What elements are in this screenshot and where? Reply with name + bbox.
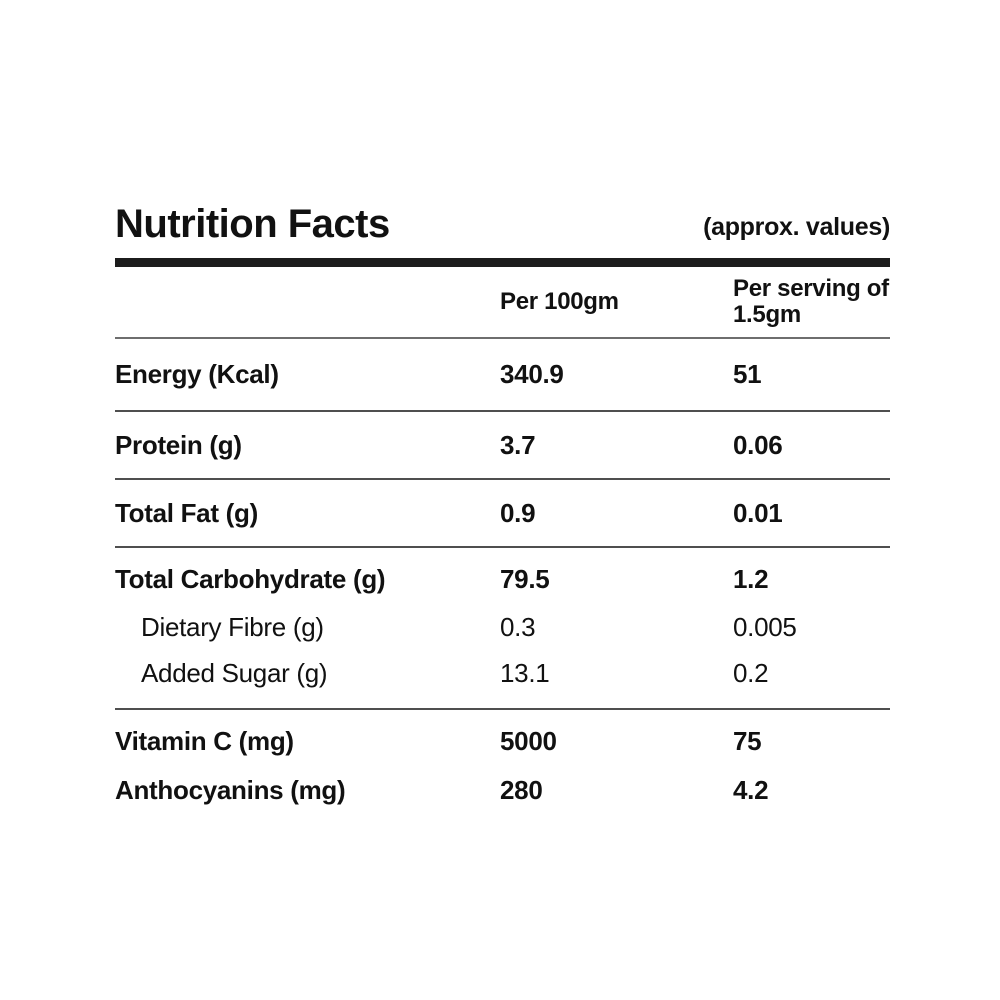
row-value-per-100gm: 79.5 (500, 563, 550, 594)
table-row-anthocyanins: Anthocyanins (mg) 280 4.2 (115, 766, 890, 814)
column-header-row: Per 100gm Per serving of 1.5gm (115, 267, 890, 339)
label-header: Nutrition Facts (approx. values) (115, 203, 890, 245)
row-value-per-serving: 0.06 (733, 429, 783, 460)
row-value-per-100gm: 0.3 (500, 611, 536, 642)
row-value-per-100gm: 0.9 (500, 497, 536, 528)
row-label: Energy (Kcal) (115, 359, 279, 390)
row-value-per-serving: 0.005 (733, 611, 797, 642)
row-value-per-100gm: 3.7 (500, 429, 536, 460)
carbohydrate-group: Total Carbohydrate (g) 79.5 1.2 Dietary … (115, 548, 890, 710)
nutrition-facts-label: Nutrition Facts (approx. values) Per 100… (115, 203, 890, 814)
table-row-total-fat: Total Fat (g) 0.9 0.01 (115, 480, 890, 548)
table-row-protein: Protein (g) 3.7 0.06 (115, 412, 890, 480)
table-row-added-sugar: Added Sugar (g) 13.1 0.2 (115, 650, 890, 696)
row-value-per-100gm: 13.1 (500, 657, 550, 688)
row-value-per-serving: 0.01 (733, 497, 783, 528)
row-value-per-100gm: 280 (500, 774, 543, 805)
row-value-per-serving: 0.2 (733, 657, 769, 688)
row-label: Total Carbohydrate (g) (115, 563, 386, 594)
table-row-vitamin-c: Vitamin C (mg) 5000 75 (115, 716, 890, 766)
column-header-per-serving: Per serving of 1.5gm (733, 274, 889, 328)
column-header-per-100gm: Per 100gm (500, 287, 619, 315)
row-value-per-serving: 75 (733, 725, 762, 756)
table-row-dietary-fibre: Dietary Fibre (g) 0.3 0.005 (115, 604, 890, 650)
row-label: Dietary Fibre (g) (141, 611, 324, 642)
row-label: Anthocyanins (mg) (115, 774, 346, 805)
approx-values-note: (approx. values) (703, 213, 890, 241)
row-label: Vitamin C (mg) (115, 725, 294, 756)
row-value-per-100gm: 5000 (500, 725, 557, 756)
table-row-total-carbohydrate: Total Carbohydrate (g) 79.5 1.2 (115, 554, 890, 604)
row-value-per-serving: 51 (733, 359, 762, 390)
row-label: Protein (g) (115, 429, 242, 460)
row-value-per-serving: 4.2 (733, 774, 769, 805)
row-value-per-serving: 1.2 (733, 563, 769, 594)
page-title: Nutrition Facts (115, 202, 390, 246)
row-label: Total Fat (g) (115, 497, 258, 528)
row-label: Added Sugar (g) (141, 657, 328, 688)
header-divider-bar (115, 258, 890, 267)
table-row-energy: Energy (Kcal) 340.9 51 (115, 339, 890, 412)
row-value-per-100gm: 340.9 (500, 359, 564, 390)
